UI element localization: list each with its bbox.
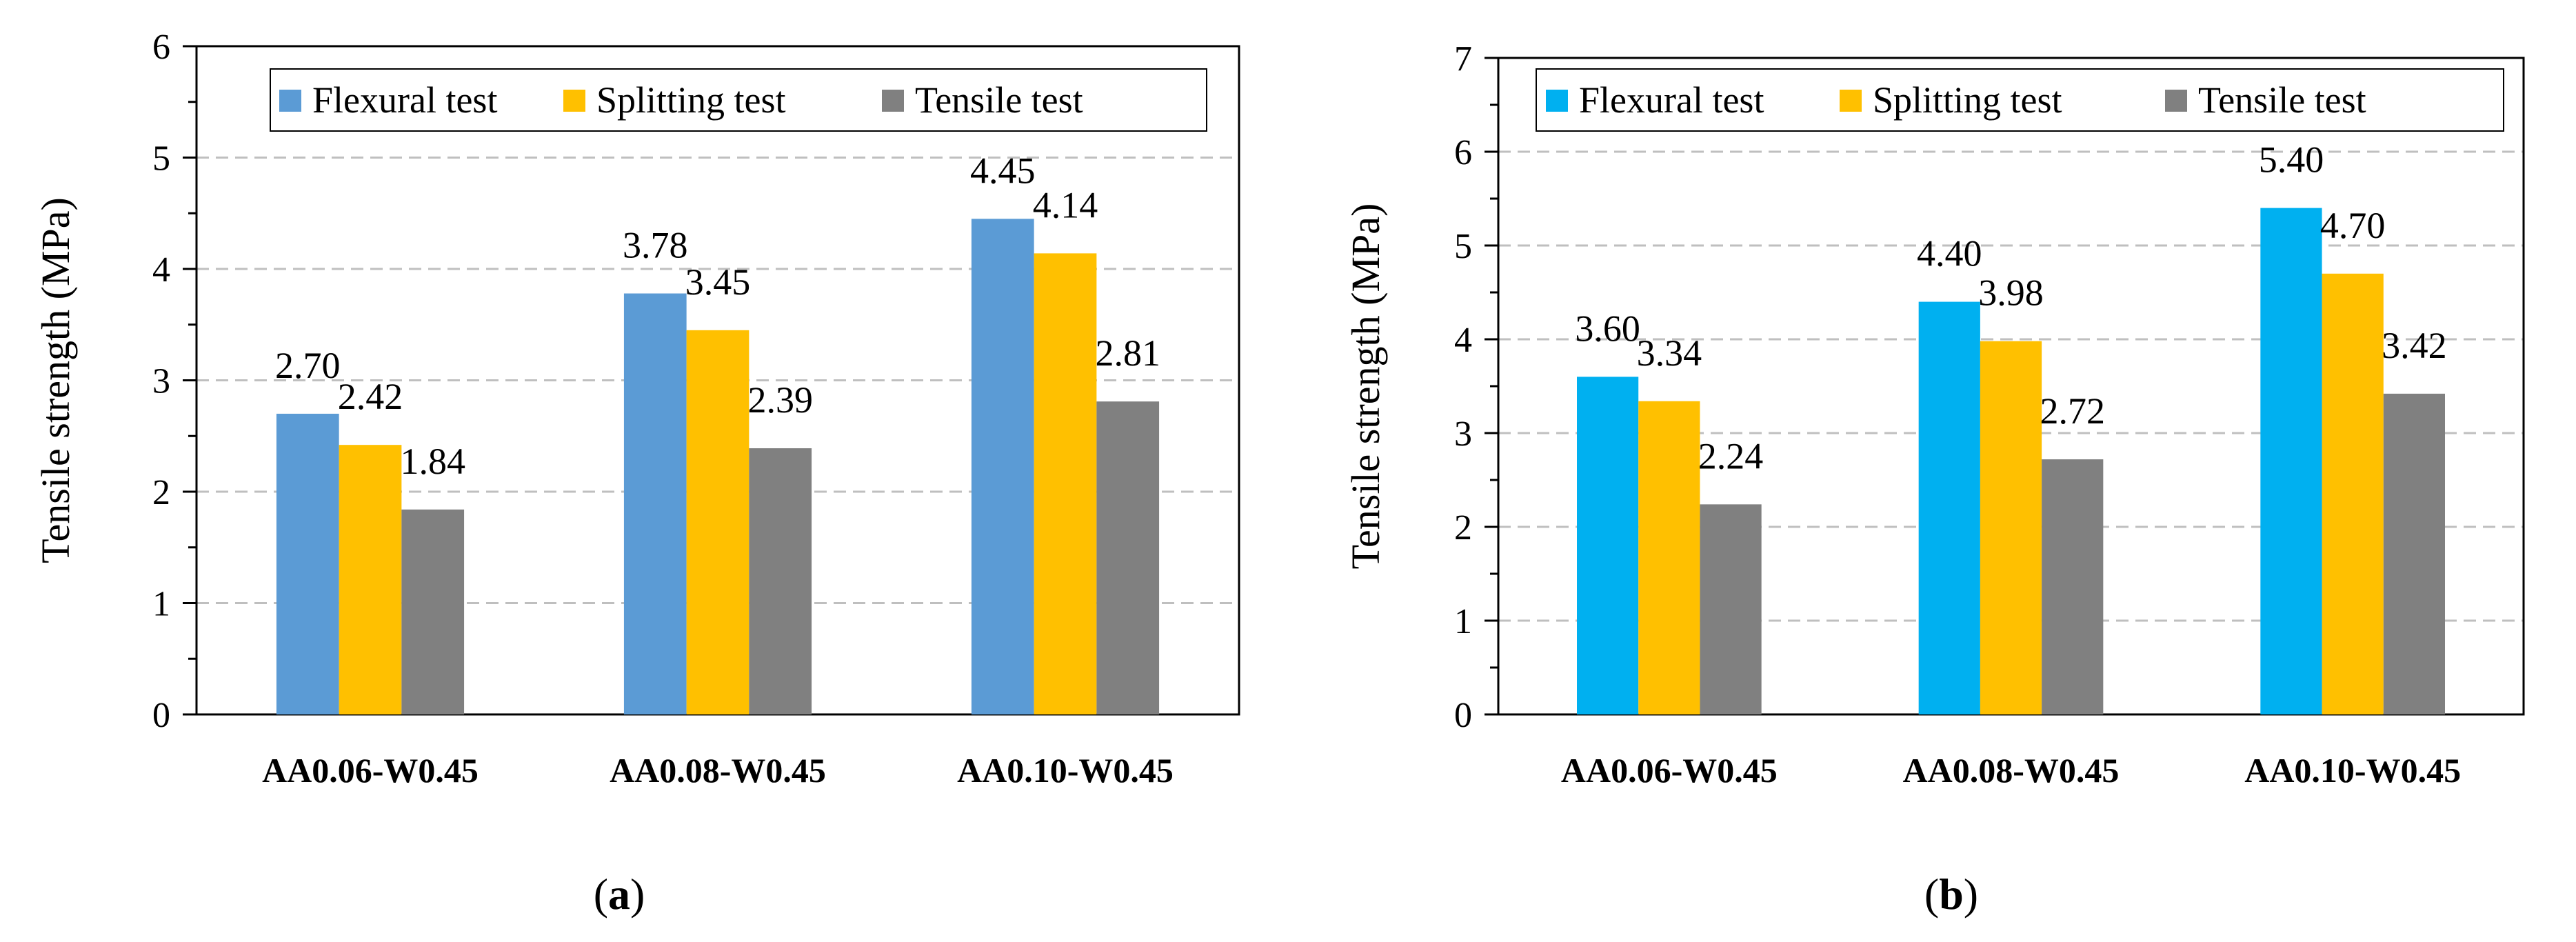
- legend-swatch: [1546, 90, 1568, 112]
- data-label: 3.42: [2382, 325, 2447, 366]
- legend-box: [270, 68, 1207, 132]
- y-tick-label: 5: [152, 139, 170, 179]
- bar: [276, 413, 339, 714]
- legend-label: Tensile test: [915, 79, 1083, 121]
- bar: [1034, 253, 1097, 714]
- y-tick-label: 6: [152, 28, 170, 67]
- x-tick-label: AA0.08-W0.45: [610, 751, 826, 790]
- panel-a-label: (a): [594, 870, 645, 919]
- bar: [2322, 273, 2384, 714]
- y-tick-label: 2: [152, 473, 170, 512]
- bar: [1700, 504, 1762, 714]
- panel-b-label: (b): [1924, 870, 1978, 919]
- x-tick-label: AA0.10-W0.45: [2244, 751, 2461, 790]
- legend-label: Flexural test: [1579, 79, 1764, 121]
- data-label: 4.40: [1917, 233, 1982, 274]
- legend-swatch: [1840, 90, 1862, 112]
- data-label: 2.70: [275, 345, 341, 386]
- legend-label: Splitting test: [1873, 79, 2062, 121]
- data-label: 1.84: [400, 441, 465, 482]
- bar: [1577, 377, 1639, 714]
- bar: [1980, 341, 2042, 715]
- x-tick-label: AA0.06-W0.45: [1561, 751, 1778, 790]
- data-label: 3.34: [1637, 332, 1702, 374]
- data-label: 2.24: [1698, 435, 1764, 477]
- x-tick-label: AA0.10-W0.45: [957, 751, 1174, 790]
- legend-label: Tensile test: [2198, 79, 2366, 121]
- x-tick-label: AA0.08-W0.45: [1903, 751, 2120, 790]
- x-tick-label: AA0.06-W0.45: [262, 751, 479, 790]
- bar: [2042, 459, 2104, 714]
- data-label: 4.14: [1033, 184, 1098, 226]
- data-label: 3.98: [1978, 272, 2044, 314]
- bar: [623, 293, 687, 714]
- panel-a-chart: 0 1 2 3 4 5 6 Tensile strength (MPa) 2.702.42 1.8…: [33, 28, 1240, 790]
- y-tick-label: 3: [152, 362, 170, 401]
- bar: [401, 509, 465, 714]
- y-tick-label: 2: [1454, 508, 1472, 548]
- y-tick-label: 4: [1454, 321, 1472, 360]
- legend-swatch: [882, 90, 904, 112]
- bar: [339, 445, 402, 714]
- y-tick-label: 4: [152, 250, 170, 290]
- legend-label: Splitting test: [596, 79, 786, 121]
- data-label: 3.60: [1575, 308, 1640, 349]
- bar: [1096, 401, 1160, 714]
- y-tick-label: 1: [1454, 602, 1472, 641]
- bar: [2260, 208, 2322, 715]
- legend-label: Flexural test: [312, 79, 497, 121]
- y-tick-label: 1: [152, 585, 170, 624]
- y-tick-label: 0: [1454, 696, 1472, 735]
- legend-box: [1536, 68, 2504, 132]
- data-label: 5.40: [2259, 139, 2324, 181]
- legend-swatch: [279, 90, 301, 112]
- data-label: 2.81: [1095, 332, 1160, 374]
- bar: [686, 330, 749, 714]
- y-axis-title: Tensile strength (MPa): [1343, 203, 1388, 570]
- bar: [2383, 393, 2445, 714]
- y-tick-label: 7: [1454, 39, 1472, 79]
- data-label: 2.72: [2040, 390, 2105, 432]
- bar: [971, 219, 1034, 714]
- data-label: 3.78: [623, 225, 688, 266]
- y-axis-title: Tensile strength (MPa): [33, 197, 78, 563]
- bar: [1918, 301, 1980, 715]
- data-label: 2.42: [338, 376, 403, 417]
- data-label: 2.39: [747, 379, 813, 421]
- legend-swatch: [2165, 90, 2187, 112]
- panel-b-chart: 0 1 2 3 4 5 6 7 Tensile strength (MPa) 3.603.34 2.…: [1343, 39, 2525, 790]
- y-tick-label: 5: [1454, 227, 1472, 266]
- data-label: 3.45: [685, 261, 751, 303]
- bar: [749, 448, 812, 714]
- y-tick-label: 0: [152, 696, 170, 735]
- data-label: 4.70: [2320, 205, 2386, 246]
- data-label: 4.45: [970, 150, 1036, 191]
- y-tick-label: 3: [1454, 414, 1472, 454]
- y-tick-label: 6: [1454, 133, 1472, 172]
- legend-swatch: [563, 90, 585, 112]
- bar: [1638, 401, 1700, 714]
